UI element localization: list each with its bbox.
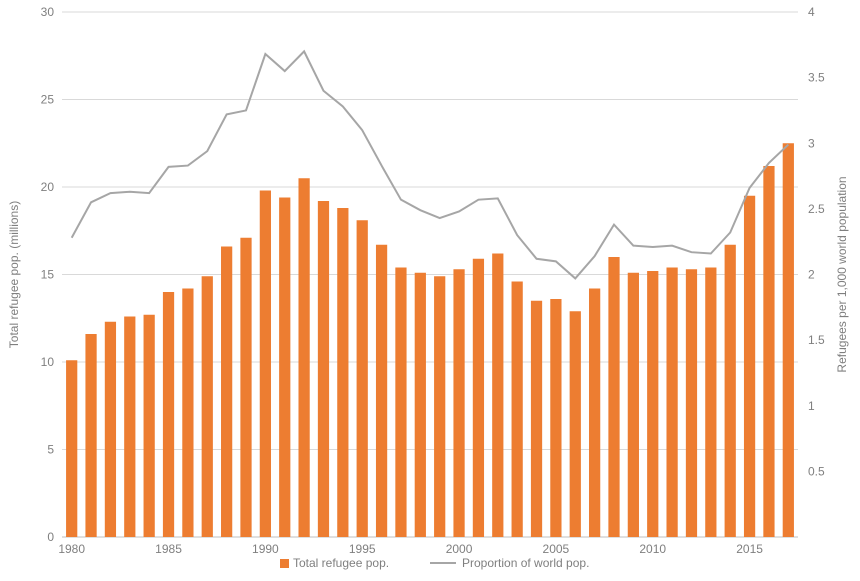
y-right-tick: 2.5 [808,202,825,216]
y-left-label: Total refugee pop. (millions) [7,201,21,348]
bar [531,301,542,537]
bar [705,268,716,538]
bar [744,196,755,537]
bar [512,282,523,538]
bar [337,208,348,537]
y-left-tick: 30 [41,5,55,19]
x-tick: 1995 [349,542,376,556]
y-left-tick: 25 [41,93,55,107]
bar [376,245,387,537]
x-tick: 1990 [252,542,279,556]
bar [105,322,116,537]
x-tick: 2015 [736,542,763,556]
x-tick: 2005 [543,542,570,556]
legend-line-label: Proportion of world pop. [462,556,589,570]
bar [202,276,213,537]
bar [279,198,290,538]
bar [783,143,794,537]
y-left-tick: 5 [47,443,54,457]
y-right-tick: 3 [808,136,815,150]
y-right-tick: 4 [808,5,815,19]
bar [763,166,774,537]
bar [144,315,155,537]
bar [550,299,561,537]
y-left-tick: 0 [47,530,54,544]
bar [434,276,445,537]
bar [260,191,271,538]
y-left-tick: 10 [41,355,55,369]
bar [686,269,697,537]
legend-bar-label: Total refugee pop. [293,556,389,570]
bar [85,334,96,537]
bar [124,317,135,538]
bar [570,311,581,537]
bar [240,238,251,537]
y-right-tick: 2 [808,268,815,282]
bar [608,257,619,537]
bar [357,220,368,537]
y-left-tick: 20 [41,180,55,194]
x-tick: 2010 [639,542,666,556]
chart-svg: 0 5 10 15 20 25 30 0.5 1 1.5 2 2.5 3 3.5 4 1980 1985 1990… [0,0,860,581]
bar [492,254,503,538]
bar [163,292,174,537]
refugee-chart: 0 5 10 15 20 25 30 0.5 1 1.5 2 2.5 3 3.5 4 1980 1985 1990… [0,0,860,581]
bar [66,360,77,537]
y-right-tick: 1 [808,399,815,413]
bar [725,245,736,537]
bar [298,178,309,537]
bar [318,201,329,537]
x-tick: 1985 [155,542,182,556]
y-right-tick: 0.5 [808,464,825,478]
y-right-tick: 3.5 [808,71,825,85]
bar [666,268,677,538]
bar [453,269,464,537]
bar [647,271,658,537]
y-right-label: Refugees per 1,000 world population [835,176,849,372]
bar [221,247,232,538]
y-left-tick: 15 [41,268,55,282]
bar [415,273,426,537]
legend-bar-swatch [280,559,289,568]
x-tick: 1980 [58,542,85,556]
bar [395,268,406,538]
bar [589,289,600,538]
bar [182,289,193,538]
x-tick: 2000 [446,542,473,556]
bar [628,273,639,537]
y-right-tick: 1.5 [808,333,825,347]
bar [473,259,484,537]
